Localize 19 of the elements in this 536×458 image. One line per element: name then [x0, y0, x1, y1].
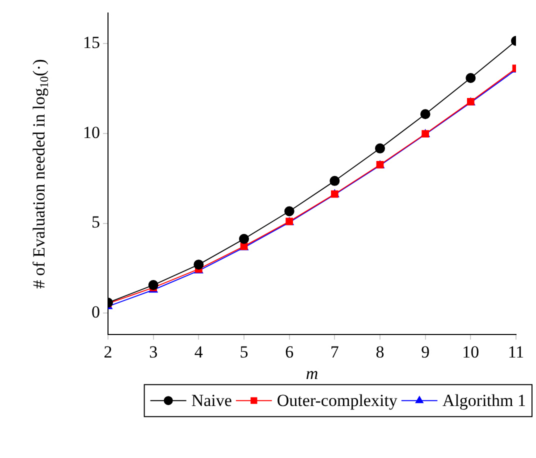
y-tick-label: 5 [92, 212, 100, 232]
x-tick-label: 5 [240, 342, 248, 362]
x-tick-label: 10 [462, 342, 480, 362]
x-tick-label: 8 [376, 342, 384, 362]
legend-label: Algorithm 1 [442, 391, 526, 410]
x-axis-title: m [306, 364, 318, 384]
y-tick-label: 10 [83, 122, 100, 142]
y-axis-title: # of Evaluation needed in log10(·) [29, 59, 52, 289]
y-tick-label: 0 [92, 302, 100, 322]
x-tick-label: 4 [194, 342, 204, 362]
x-tick-label: 2 [104, 342, 112, 362]
legend-label: Outer-complexity [276, 391, 398, 410]
x-tick-label: 3 [149, 342, 158, 362]
x-tick-label: 7 [330, 342, 340, 362]
y-tick-label: 15 [83, 33, 100, 52]
x-tick-label: 9 [421, 342, 430, 362]
x-tick-label: 11 [508, 342, 524, 362]
x-tick-label: 6 [285, 342, 294, 362]
legend-label: Naive [191, 391, 232, 410]
